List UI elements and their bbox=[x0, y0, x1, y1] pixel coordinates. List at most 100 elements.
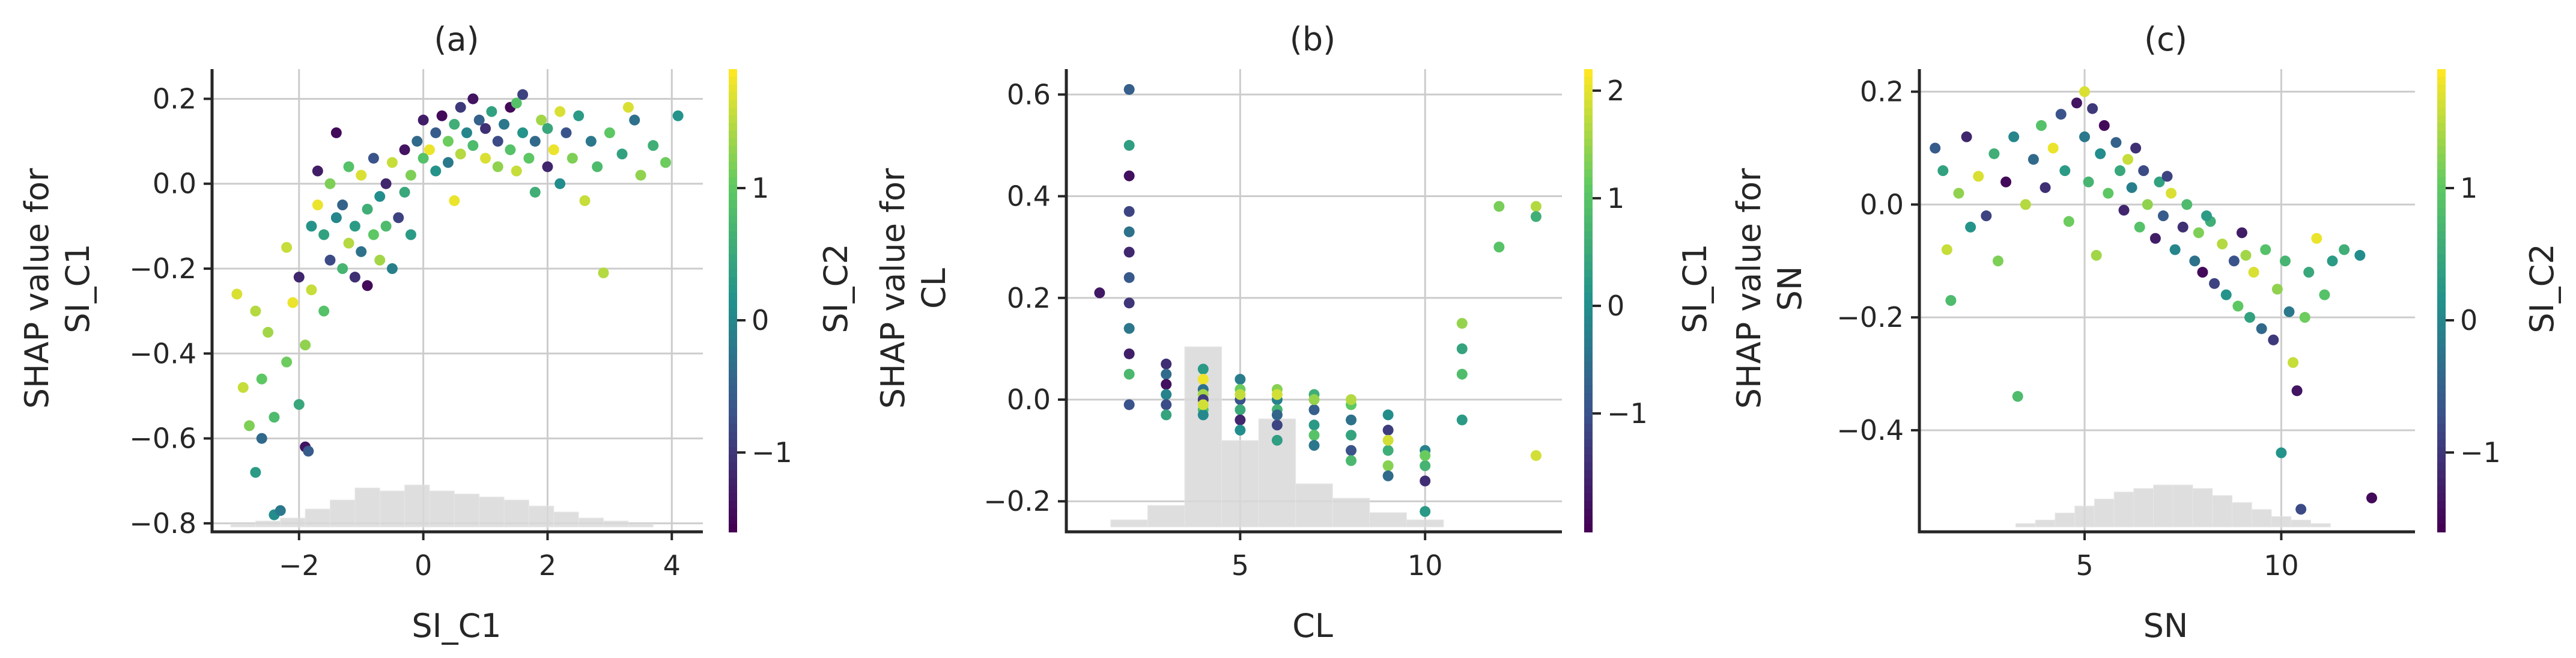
colorbar-segment bbox=[729, 347, 737, 355]
colorbar-segment bbox=[729, 493, 737, 502]
scatter-point bbox=[2008, 131, 2020, 142]
colorbar-segment bbox=[1584, 508, 1593, 517]
histogram-bar bbox=[2310, 523, 2331, 528]
y-tick-label: 0.0 bbox=[1860, 188, 1904, 221]
scatter-point bbox=[1308, 440, 1320, 451]
colorbar-segment bbox=[2437, 347, 2446, 355]
scatter-point bbox=[1346, 445, 1357, 456]
scatter-point bbox=[467, 140, 479, 151]
colorbar-segment bbox=[2437, 208, 2446, 216]
colorbar-segment bbox=[729, 424, 737, 433]
scatter-point bbox=[399, 144, 410, 156]
colorbar-segment bbox=[2437, 478, 2446, 486]
scatter-point bbox=[1346, 430, 1357, 441]
scatter-point bbox=[529, 186, 541, 198]
panel-b-ylabel-line2: CL bbox=[915, 268, 953, 309]
scatter-point bbox=[1530, 450, 1542, 462]
colorbar-segment bbox=[729, 108, 737, 116]
scatter-point bbox=[356, 246, 367, 257]
panel-a-colorbar-label: SI_C2 bbox=[817, 243, 855, 333]
scatter-point bbox=[430, 165, 442, 177]
scatter-point bbox=[560, 127, 572, 138]
scatter-point bbox=[2087, 103, 2098, 114]
colorbar-segment bbox=[2437, 431, 2446, 440]
colorbar-segment bbox=[2437, 462, 2446, 471]
scatter-point bbox=[1123, 226, 1135, 237]
scatter-point bbox=[622, 102, 634, 113]
scatter-point bbox=[1420, 475, 1431, 487]
colorbar-segment bbox=[729, 215, 737, 224]
colorbar-segment bbox=[2437, 69, 2446, 78]
colorbar-segment bbox=[2437, 76, 2446, 85]
histogram-bar bbox=[1221, 440, 1259, 528]
colorbar-segment bbox=[2437, 154, 2446, 162]
histogram-bar bbox=[2192, 488, 2213, 528]
colorbar-segment bbox=[2437, 486, 2446, 494]
scatter-point bbox=[585, 136, 597, 147]
scatter-point bbox=[604, 127, 615, 138]
scatter-point bbox=[1161, 409, 1172, 421]
histogram-bar bbox=[1369, 512, 1407, 528]
scatter-point bbox=[2181, 199, 2193, 210]
scatter-point bbox=[1420, 506, 1431, 517]
panel-c: (c) SN SHAP value for SN SI_C2 5 10−0.4−0… bbox=[1730, 20, 2561, 645]
histogram-bar bbox=[2232, 502, 2252, 528]
scatter-point bbox=[2256, 323, 2267, 334]
colorbar-segment bbox=[729, 269, 737, 278]
scatter-point bbox=[2189, 255, 2201, 267]
scatter-point bbox=[1123, 348, 1135, 359]
colorbar-segment bbox=[2437, 377, 2446, 386]
histogram-bar bbox=[1110, 519, 1148, 528]
scatter-point bbox=[368, 229, 379, 240]
scatter-point bbox=[275, 505, 286, 516]
scatter-point bbox=[467, 93, 479, 105]
colorbar-segment bbox=[729, 400, 737, 409]
scatter-point bbox=[1235, 374, 1246, 385]
colorbar-segment bbox=[729, 524, 737, 532]
histogram-bar bbox=[578, 517, 604, 528]
colorbar-segment bbox=[2437, 115, 2446, 124]
colorbar-segment bbox=[2437, 516, 2446, 525]
scatter-point bbox=[529, 136, 541, 147]
colorbar-segment bbox=[729, 446, 737, 455]
scatter-point bbox=[349, 221, 360, 232]
scatter-point bbox=[2035, 120, 2047, 131]
scatter-point bbox=[629, 114, 640, 126]
colorbar-segment bbox=[2437, 223, 2446, 232]
scatter-point bbox=[1123, 399, 1135, 410]
colorbar-segment bbox=[1584, 138, 1593, 147]
scatter-point bbox=[318, 229, 330, 240]
histogram-bar bbox=[2212, 495, 2233, 528]
scatter-point bbox=[303, 445, 314, 457]
colorbar-segment bbox=[1584, 323, 1593, 332]
colorbar-segment bbox=[1584, 478, 1593, 486]
colorbar-segment bbox=[1584, 331, 1593, 340]
colorbar-segment bbox=[1584, 501, 1593, 510]
colorbar-segment bbox=[2437, 424, 2446, 433]
scatter-point bbox=[2149, 233, 2161, 244]
scatter-point bbox=[2142, 199, 2153, 210]
scatter-point bbox=[2271, 284, 2283, 295]
scatter-point bbox=[1420, 460, 1431, 471]
scatter-point bbox=[2177, 221, 2189, 233]
colorbar-segment bbox=[1584, 524, 1593, 532]
colorbar-segment bbox=[2437, 254, 2446, 263]
scatter-point bbox=[598, 267, 609, 279]
panel-a-title: (a) bbox=[434, 20, 479, 58]
scatter-point bbox=[660, 157, 671, 168]
scatter-point bbox=[362, 204, 373, 215]
panel-c-xlabel: SN bbox=[2143, 607, 2189, 645]
colorbar-tick-label: 0 bbox=[2460, 304, 2477, 337]
scatter-point bbox=[343, 161, 354, 172]
colorbar-segment bbox=[2437, 508, 2446, 517]
scatter-point bbox=[461, 127, 473, 138]
colorbar-segment bbox=[729, 470, 737, 479]
colorbar-segment bbox=[729, 331, 737, 340]
scatter-point bbox=[648, 140, 659, 151]
scatter-point bbox=[511, 165, 522, 177]
y-tick-label: −0.4 bbox=[129, 337, 196, 370]
colorbar-segment bbox=[2437, 470, 2446, 479]
colorbar-segment bbox=[729, 385, 737, 394]
scatter-point bbox=[2157, 210, 2169, 222]
scatter-point bbox=[1961, 131, 1972, 142]
